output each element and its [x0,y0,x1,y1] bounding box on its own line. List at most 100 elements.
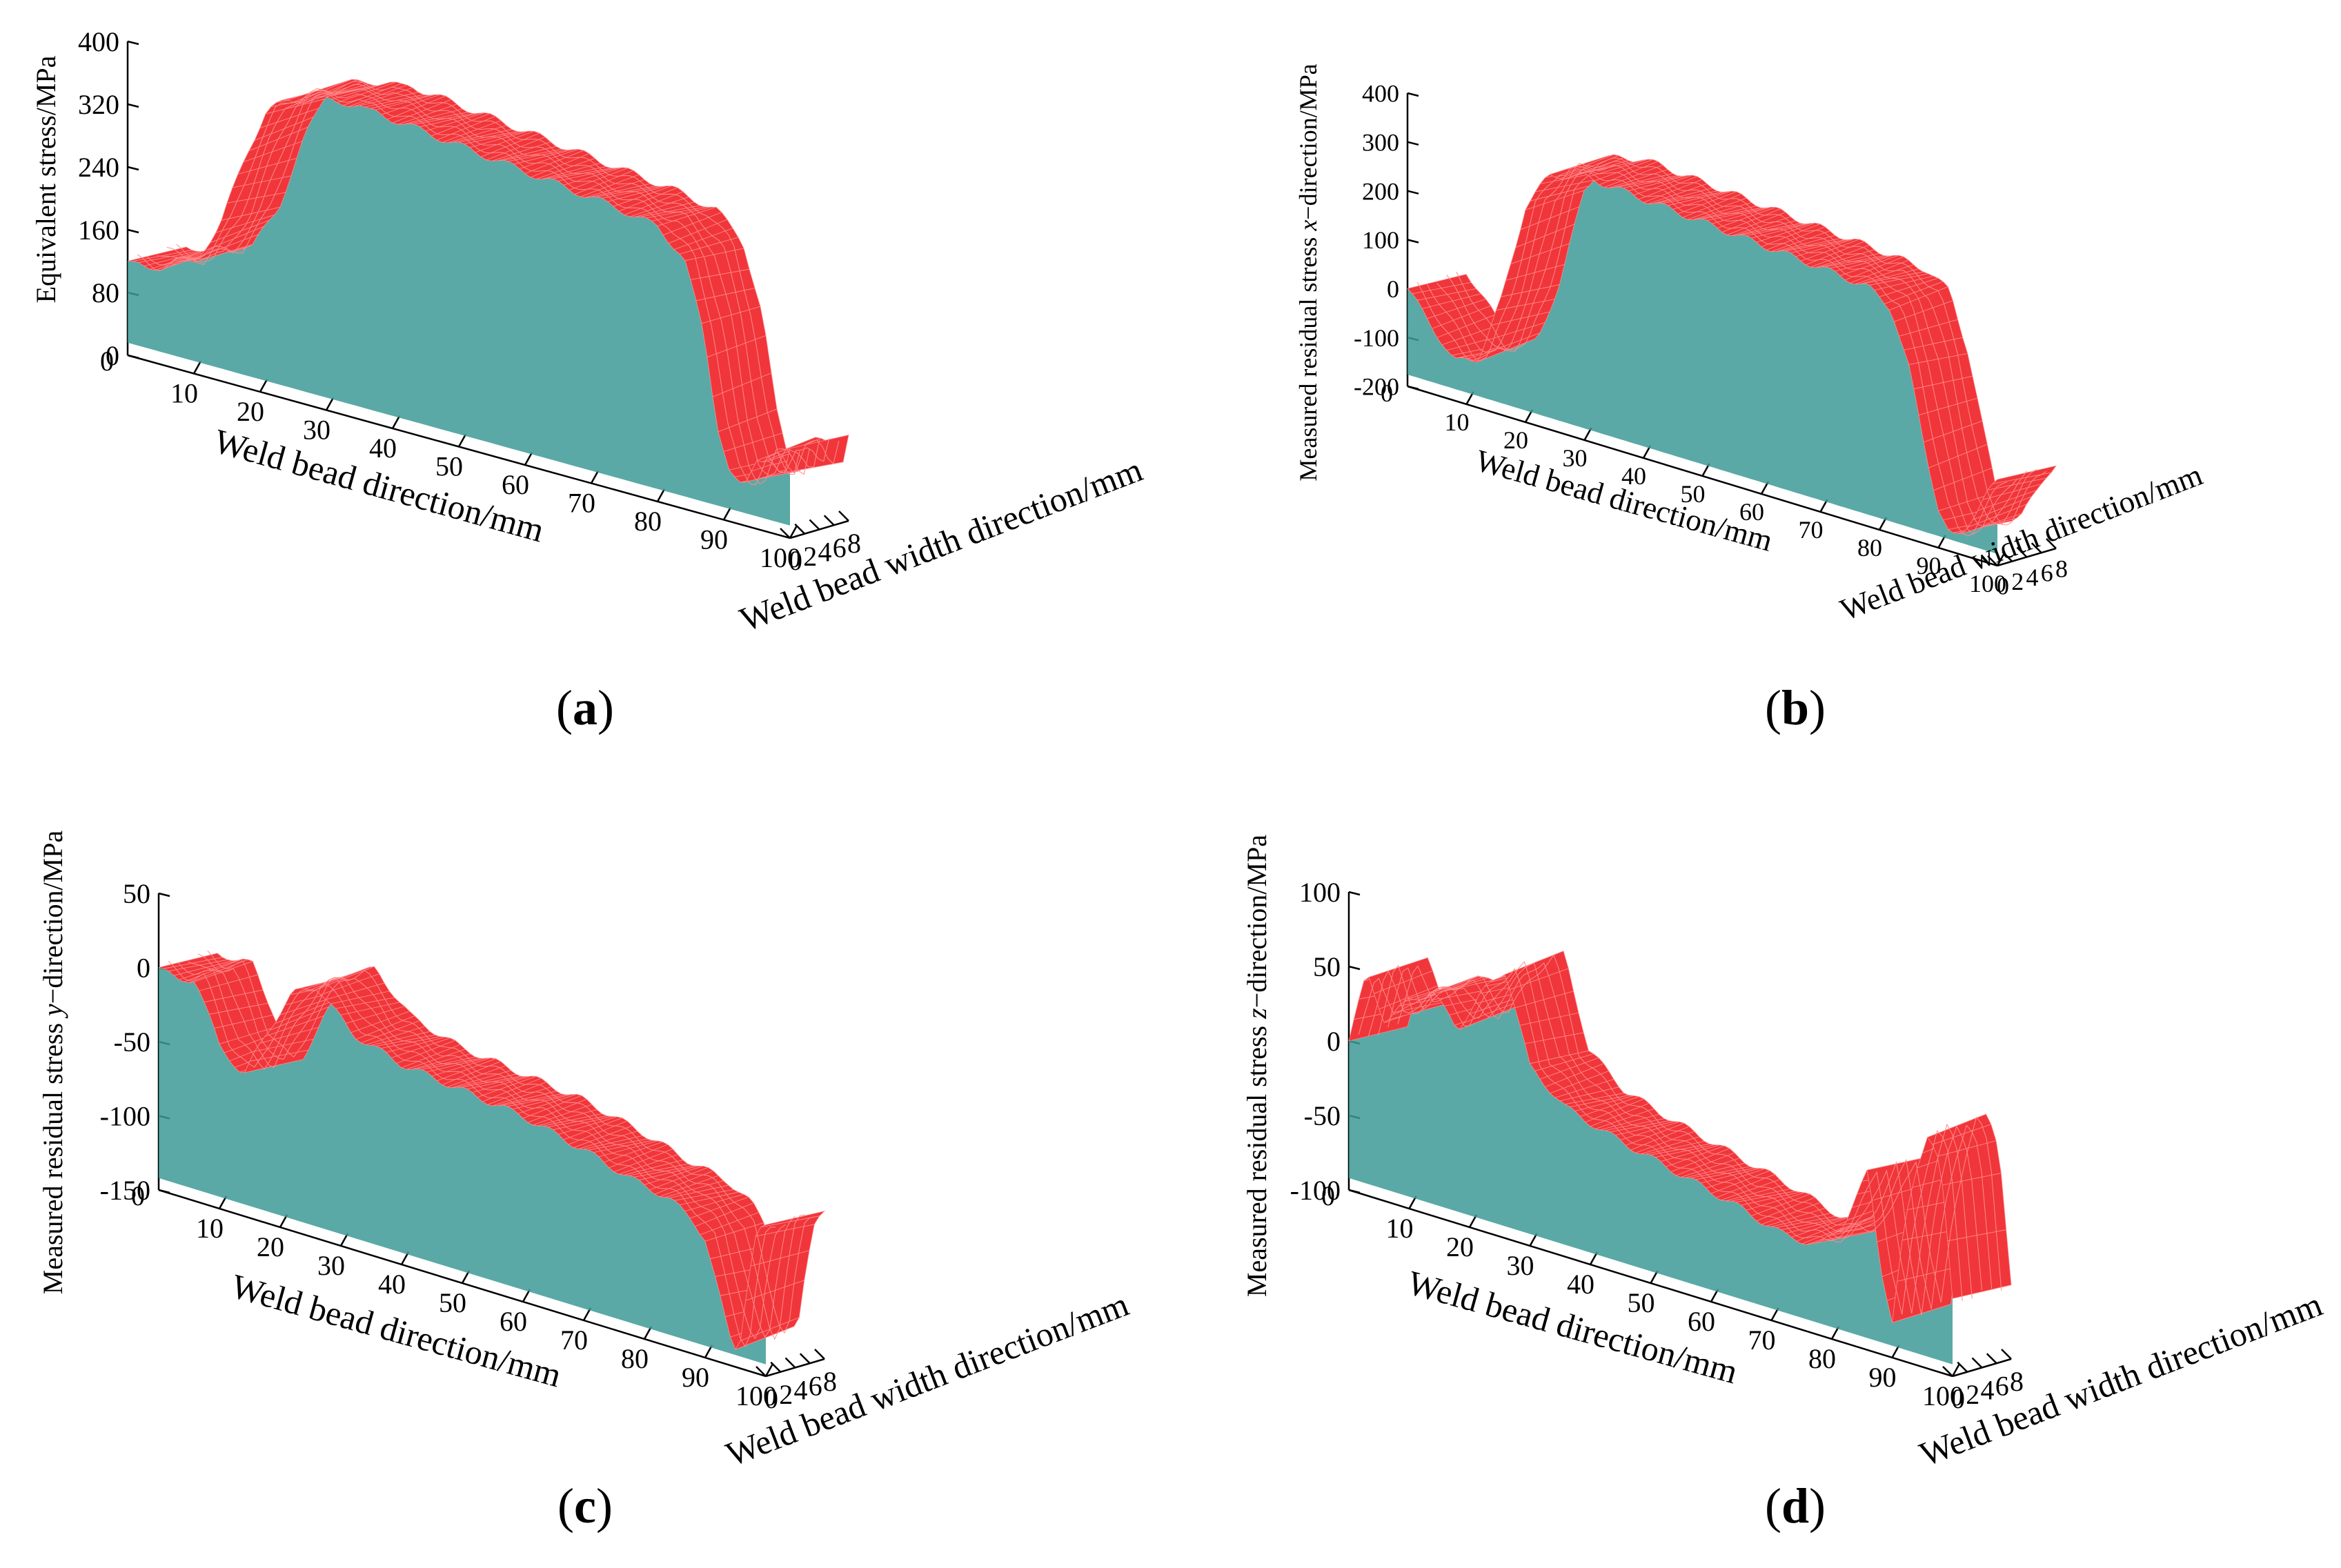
x-tick-label: 20 [1446,1231,1474,1262]
mesh-line [168,960,776,1348]
y-tick-label: 0 [1997,572,2009,599]
z-tick [1348,1189,1361,1194]
z-tick-label: 400 [1362,80,1399,108]
z-tick [1407,92,1419,97]
x-tick [192,360,202,375]
x-tick-label: 50 [1628,1287,1655,1318]
caption-c: (c) [557,1478,613,1534]
surface-mesh [1358,954,2002,1316]
x-tick-label: 20 [257,1231,284,1262]
x-tick [590,470,600,484]
caption-d: (d) [1764,1478,1826,1534]
axes [126,40,849,539]
mesh-line [1387,962,1993,1309]
mesh-line [1378,962,1982,1316]
x-tick [1951,1363,1961,1377]
mesh-line [157,88,820,477]
x-tick-label: 100 [760,542,801,573]
z-tick-label: 100 [1362,226,1399,254]
y-tick [2001,1349,2012,1360]
mesh-line [137,92,800,486]
z-tick [127,103,139,108]
y-tick [2002,550,2013,562]
y-tick-label: 2 [779,1379,793,1410]
x-tick [656,488,666,502]
x-tick-label: 60 [502,469,529,500]
mesh-line [1416,169,2008,537]
z-tick-label: 50 [123,878,150,909]
z-tick-label: 0 [137,953,150,984]
z-tick [1348,965,1361,971]
y-tick [814,1349,825,1360]
x-tick-label: 80 [621,1343,649,1374]
mesh-line [1397,954,2002,1303]
y-tick-label: 0 [789,545,802,576]
y-tick-label: 4 [2026,564,2039,591]
mesh-line [188,962,796,1338]
z-tick-label: 0 [106,340,119,371]
x-tick [764,1363,774,1377]
mesh-line [177,962,786,1340]
y-tick [2031,542,2042,554]
mesh-line [1426,166,2017,535]
z-tick [127,354,139,359]
y-tick-label: 0 [1951,1383,1965,1414]
z-tick [158,892,170,897]
x-tick-label: 80 [634,506,662,537]
x-tick [457,433,467,448]
z-tick-label: -150 [100,1175,150,1206]
x-tick-label: 40 [378,1269,406,1300]
z-tick-label: -100 [1290,1175,1341,1206]
y-tick [784,1357,796,1369]
z-tick [1407,141,1419,146]
y-tick-label: 4 [818,537,832,568]
x-tick-label: 50 [435,451,463,482]
caption-b: (b) [1764,680,1826,735]
x-tick-label: 0 [1321,1180,1335,1211]
z-tick-label: 50 [1313,951,1341,982]
x-tick-label: 90 [700,524,728,555]
x-tick-label: 70 [1799,516,1824,544]
y-tick-label: 6 [833,532,847,563]
mesh-line [197,953,805,1340]
x-tick-label: 80 [1857,534,1882,562]
y-tick [1971,1357,1983,1369]
z-axis-label: Measured residual stress x−direction/MPa [1294,63,1322,481]
x-tick [789,525,798,539]
y-tick [2016,546,2028,558]
x-tick [325,397,335,411]
x-tick-label: 10 [170,378,198,409]
y-tick [770,1361,782,1373]
z-tick [1407,239,1419,244]
z-tick-label: 200 [1362,177,1399,205]
x-tick-label: 0 [100,346,114,377]
z-tick [1407,190,1419,195]
z-tick-label: 80 [92,277,119,308]
surface-chart-b: -200-10001002003004000102030405060708090… [1294,63,2207,627]
y-tick [799,1353,811,1364]
caption-a: (a) [556,680,614,735]
z-tick-label: -50 [1304,1100,1341,1131]
y-tick [1942,1366,1953,1377]
x-tick-label: 60 [1739,498,1764,526]
z-tick-label: 160 [78,215,119,246]
mesh-line [176,81,840,475]
z-tick [127,228,139,234]
y-tick-label: 8 [823,1366,837,1397]
y-tick [823,515,835,526]
z-tick-label: -50 [114,1026,150,1058]
z-tick-label: 320 [78,89,119,120]
y-tick-label: 8 [847,528,861,559]
x-tick-label: 90 [1917,552,1942,579]
x-tick-label: 40 [1621,462,1646,490]
x-tick-label: 80 [1808,1343,1836,1374]
x-tick-label: 20 [237,396,264,427]
y-tick-label: 4 [794,1375,808,1406]
z-tick [1348,891,1361,896]
x-tick-label: 20 [1503,426,1528,454]
z-tick [127,40,139,46]
x-tick [722,506,732,521]
